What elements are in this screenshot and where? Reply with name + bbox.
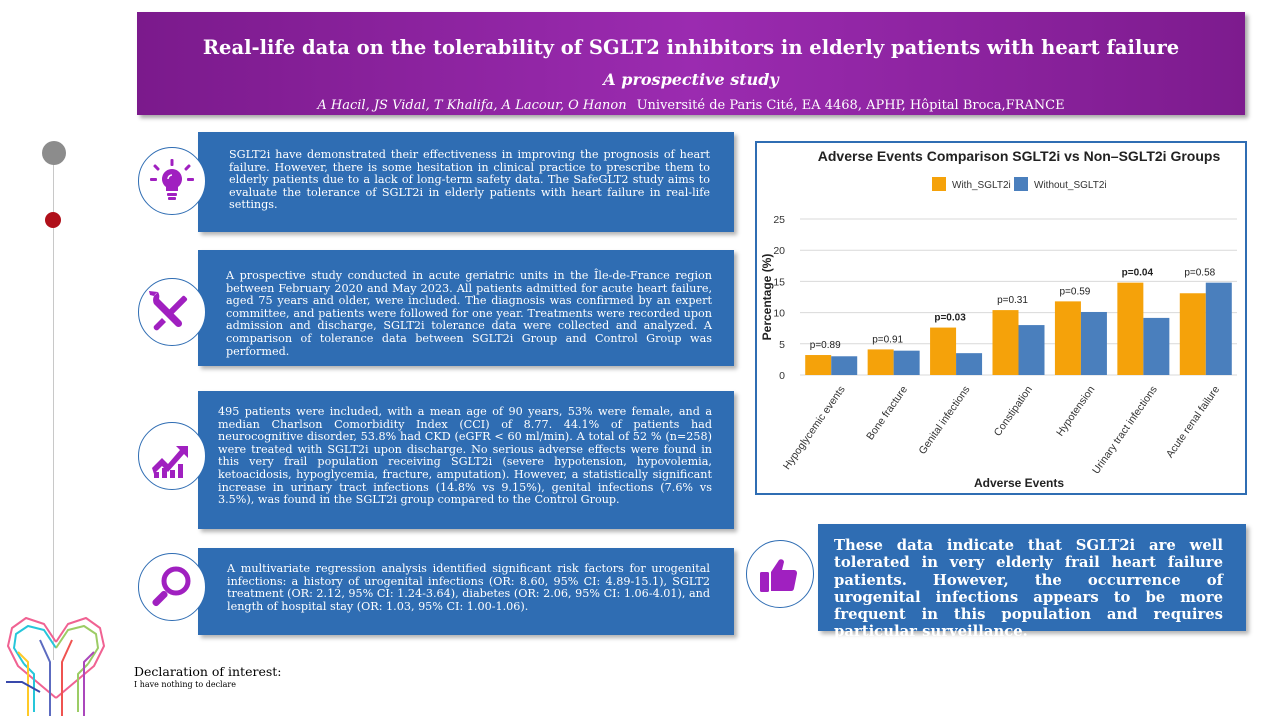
analysis-box: A multivariate regression analysis ident… bbox=[198, 548, 734, 635]
chart-svg: Adverse Events Comparison SGLT2i vs Non–… bbox=[760, 148, 1237, 490]
p-value-label: p=0.89 bbox=[810, 340, 841, 351]
bar-without-1 bbox=[831, 356, 858, 375]
background-text: SGLT2i have demonstrated their effective… bbox=[229, 148, 710, 212]
tools-icon bbox=[149, 291, 188, 331]
x-tick-label: Hypoglycemic events bbox=[781, 384, 848, 472]
bar-with-4 bbox=[992, 310, 1019, 375]
bar-with-1 bbox=[805, 355, 832, 375]
magnifier-icon bbox=[152, 566, 191, 607]
bar-with-3 bbox=[930, 327, 957, 375]
title-banner: Real-life data on the tolerability of SG… bbox=[137, 12, 1245, 115]
timeline-line bbox=[53, 160, 54, 660]
poster-title: Real-life data on the tolerability of SG… bbox=[202, 36, 1180, 59]
thumbs-up-icon bbox=[760, 559, 798, 592]
x-tick-label: Genital infections bbox=[916, 384, 972, 457]
y-tick-label: 15 bbox=[773, 276, 785, 288]
legend-label-1: With_SGLT2i bbox=[952, 180, 1011, 191]
p-value-label: p=0.31 bbox=[997, 295, 1028, 306]
x-tick-label: Acute renal failure bbox=[1164, 384, 1222, 460]
x-tick-label: Constipation bbox=[992, 384, 1035, 439]
methods-box: A prospective study conducted in acute g… bbox=[198, 250, 734, 366]
bar-without-4 bbox=[1018, 325, 1045, 375]
bar-without-7 bbox=[1205, 282, 1232, 375]
legend-swatch-2 bbox=[1014, 177, 1028, 191]
results-box: 495 patients were included, with a mean … bbox=[198, 391, 734, 529]
chart-title: Adverse Events Comparison SGLT2i vs Non–… bbox=[818, 148, 1221, 164]
x-tick-label: Hypotension bbox=[1054, 384, 1097, 439]
bar-without-2 bbox=[893, 350, 920, 375]
bar-with-6 bbox=[1117, 282, 1144, 375]
background-box: SGLT2i have demonstrated their effective… bbox=[198, 132, 734, 232]
x-axis-label: Adverse Events bbox=[974, 476, 1064, 490]
growth-chart-icon bbox=[152, 446, 188, 478]
y-axis-label: Percentage (%) bbox=[760, 254, 774, 341]
adverse-events-chart: Adverse Events Comparison SGLT2i vs Non–… bbox=[755, 141, 1247, 495]
y-tick-label: 10 bbox=[773, 308, 785, 320]
declaration-title: Declaration of interest: bbox=[134, 664, 282, 679]
y-tick-label: 20 bbox=[773, 245, 785, 257]
authors-line: A Hacil, JS Vidal, T Khalifa, A Lacour, … bbox=[137, 98, 1245, 113]
magnifier-icon-circle bbox=[138, 553, 206, 621]
bar-without-6 bbox=[1143, 317, 1170, 375]
methods-text: A prospective study conducted in acute g… bbox=[226, 269, 712, 358]
timeline-dot-grey bbox=[42, 141, 66, 165]
legend-label-2: Without_SGLT2i bbox=[1034, 180, 1107, 191]
results-text: 495 patients were included, with a mean … bbox=[218, 405, 712, 507]
p-value-label: p=0.04 bbox=[1122, 268, 1154, 279]
poster-subtitle: A prospective study bbox=[603, 70, 779, 89]
p-value-label: p=0.58 bbox=[1184, 268, 1215, 279]
y-tick-label: 0 bbox=[779, 370, 785, 382]
bar-with-7 bbox=[1179, 293, 1206, 375]
bar-with-2 bbox=[867, 349, 894, 375]
heart-circuit-logo bbox=[6, 617, 105, 716]
analysis-text: A multivariate regression analysis ident… bbox=[227, 562, 710, 613]
growth-chart-icon-circle bbox=[138, 422, 206, 490]
author-names: A Hacil, JS Vidal, T Khalifa, A Lacour, … bbox=[317, 98, 627, 113]
p-value-label: p=0.91 bbox=[872, 334, 903, 345]
affiliation: Université de Paris Cité, EA 4468, APHP,… bbox=[636, 98, 1065, 113]
p-value-label: p=0.03 bbox=[934, 313, 966, 324]
declaration-text: I have nothing to declare bbox=[134, 680, 236, 689]
bar-without-3 bbox=[956, 353, 983, 375]
lightbulb-icon bbox=[150, 159, 194, 200]
tools-icon-circle bbox=[138, 278, 206, 346]
conclusion-box: These data indicate that SGLT2i are well… bbox=[818, 524, 1246, 640]
bar-with-5 bbox=[1054, 301, 1081, 375]
p-value-label: p=0.59 bbox=[1059, 286, 1090, 297]
x-tick-label: Urinary tract infections bbox=[1090, 384, 1160, 476]
y-tick-label: 5 bbox=[779, 339, 785, 351]
legend-swatch-1 bbox=[932, 177, 946, 191]
lightbulb-icon-circle bbox=[138, 147, 206, 215]
thumbs-up-icon-circle bbox=[746, 540, 814, 608]
conclusion-text: These data indicate that SGLT2i are well… bbox=[834, 537, 1223, 641]
y-tick-label: 25 bbox=[773, 214, 785, 226]
bar-without-5 bbox=[1080, 311, 1107, 375]
timeline-dot-red bbox=[45, 212, 61, 228]
x-tick-label: Bone fracture bbox=[864, 384, 910, 443]
